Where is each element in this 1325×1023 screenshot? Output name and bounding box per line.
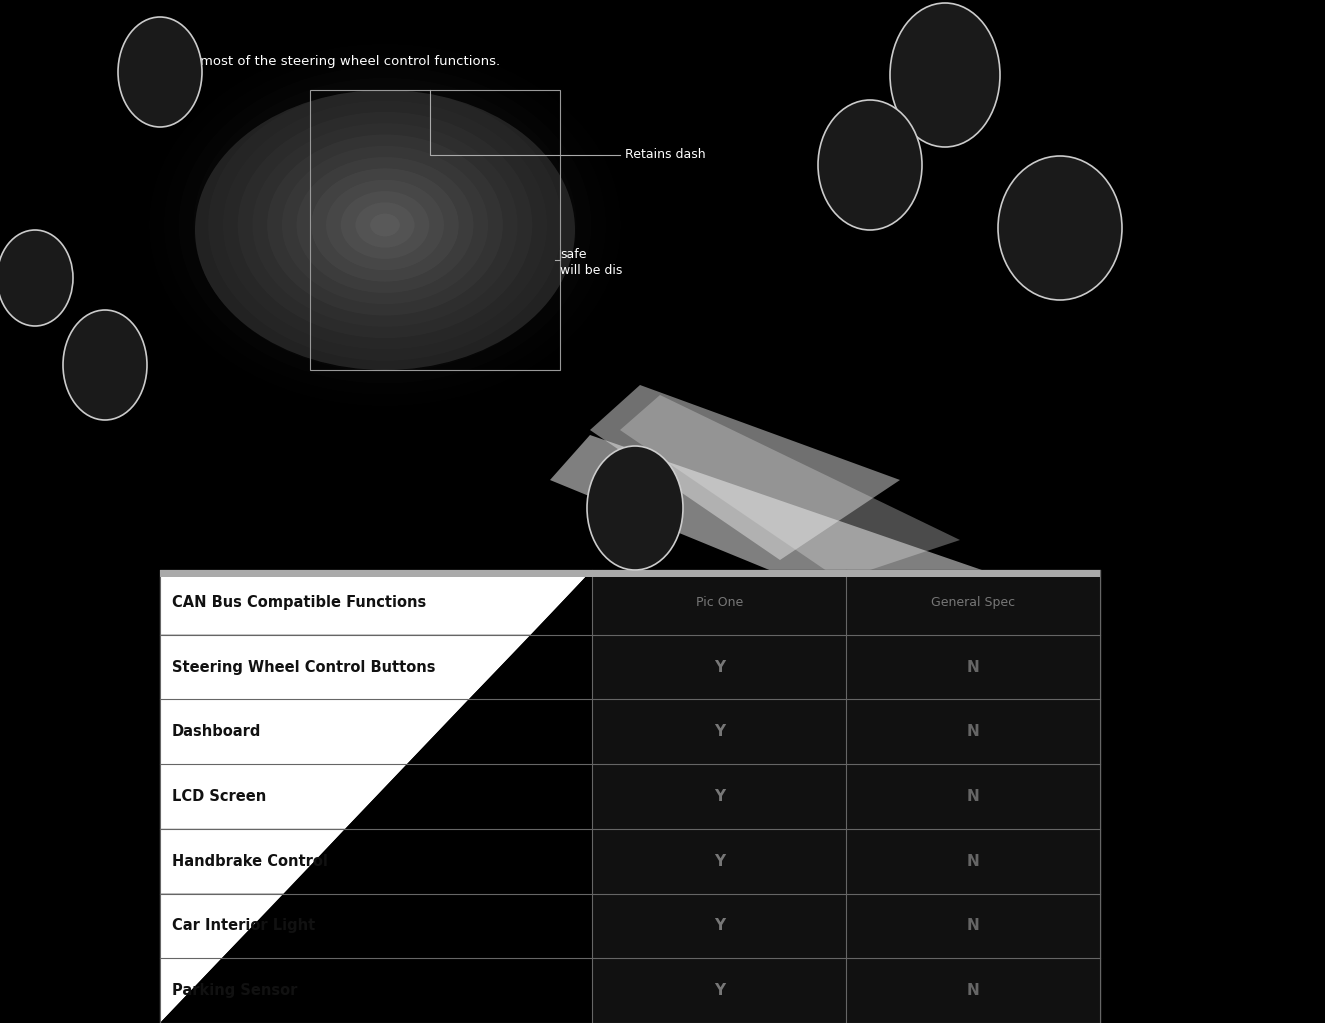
Text: N: N xyxy=(967,983,979,998)
Bar xyxy=(847,893,1100,959)
Bar xyxy=(847,700,1100,764)
Polygon shape xyxy=(346,764,592,829)
Text: Steering Wheel Control Buttons: Steering Wheel Control Buttons xyxy=(172,660,436,674)
Text: Retains dash: Retains dash xyxy=(625,148,706,162)
Polygon shape xyxy=(160,570,592,634)
Bar xyxy=(592,700,847,764)
Polygon shape xyxy=(407,700,592,764)
Text: Pic One: Pic One xyxy=(696,595,743,609)
Polygon shape xyxy=(160,893,284,959)
Text: Handbrake Control: Handbrake Control xyxy=(172,854,327,869)
Text: N: N xyxy=(967,660,979,674)
Polygon shape xyxy=(160,959,221,1023)
Polygon shape xyxy=(550,435,1040,640)
Bar xyxy=(592,959,847,1023)
Text: Y: Y xyxy=(714,854,725,869)
Bar xyxy=(160,570,1100,1023)
Polygon shape xyxy=(160,829,346,893)
Bar xyxy=(592,893,847,959)
Bar xyxy=(847,959,1100,1023)
Polygon shape xyxy=(590,385,900,560)
Text: N: N xyxy=(967,919,979,933)
Bar xyxy=(592,570,847,634)
Text: Y: Y xyxy=(714,983,725,998)
Bar xyxy=(592,829,847,893)
Polygon shape xyxy=(620,395,961,580)
Ellipse shape xyxy=(195,90,575,370)
Ellipse shape xyxy=(0,230,73,326)
Ellipse shape xyxy=(64,310,147,420)
Polygon shape xyxy=(221,893,592,959)
Polygon shape xyxy=(160,700,469,764)
Text: Y: Y xyxy=(714,724,725,740)
Polygon shape xyxy=(160,634,530,700)
Polygon shape xyxy=(530,570,592,634)
Text: Parking Sensor: Parking Sensor xyxy=(172,983,297,998)
Text: Y: Y xyxy=(714,660,725,674)
Polygon shape xyxy=(160,764,407,829)
Bar xyxy=(847,829,1100,893)
Ellipse shape xyxy=(587,446,682,570)
Ellipse shape xyxy=(890,3,1000,147)
Text: N: N xyxy=(967,789,979,804)
Text: will be dis: will be dis xyxy=(560,264,623,276)
Text: Car Interior Light: Car Interior Light xyxy=(172,919,315,933)
Polygon shape xyxy=(160,959,592,1023)
Bar xyxy=(592,764,847,829)
Bar xyxy=(592,634,847,700)
Text: LCD Screen: LCD Screen xyxy=(172,789,266,804)
Ellipse shape xyxy=(118,17,201,127)
Ellipse shape xyxy=(818,100,922,230)
Bar xyxy=(847,764,1100,829)
Bar xyxy=(160,570,1100,577)
Text: Y: Y xyxy=(714,789,725,804)
Text: N: N xyxy=(967,724,979,740)
Text: N: N xyxy=(967,854,979,869)
Text: General Spec: General Spec xyxy=(931,595,1015,609)
Text: CAN Bus Compatible Functions: CAN Bus Compatible Functions xyxy=(172,594,427,610)
Text: most of the steering wheel control functions.: most of the steering wheel control funct… xyxy=(200,55,500,69)
Bar xyxy=(847,634,1100,700)
Text: Dashboard: Dashboard xyxy=(172,724,261,740)
Ellipse shape xyxy=(998,155,1122,300)
Bar xyxy=(310,90,560,370)
Text: safe: safe xyxy=(560,249,587,262)
Polygon shape xyxy=(469,634,592,700)
Polygon shape xyxy=(284,829,592,893)
Text: Y: Y xyxy=(714,919,725,933)
Bar xyxy=(847,570,1100,634)
